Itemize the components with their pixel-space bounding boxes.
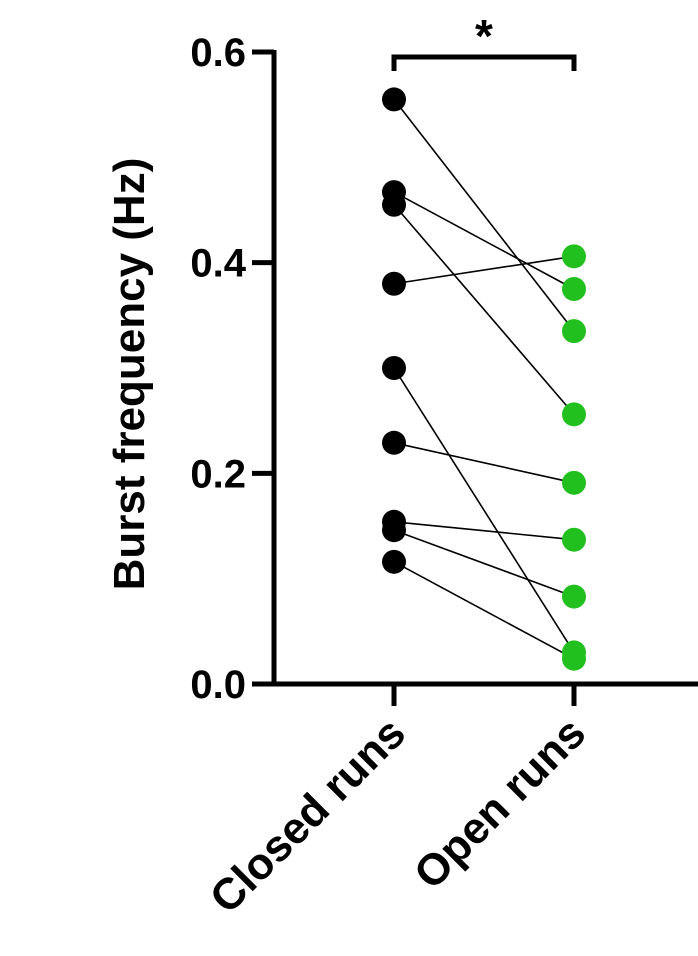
closed-run-point xyxy=(382,192,406,217)
pair-line xyxy=(393,367,575,653)
closed-run-point xyxy=(382,271,406,296)
open-run-point xyxy=(562,277,586,301)
pair-lines xyxy=(393,98,575,660)
significance-bracket xyxy=(391,54,577,71)
y-tick-label: 0.4 xyxy=(190,242,246,286)
category-label: Closed runs xyxy=(201,708,415,922)
significance-label: * xyxy=(475,10,493,62)
pair-line xyxy=(393,561,575,660)
y-tick-label: 0.0 xyxy=(190,663,246,707)
pair-line xyxy=(393,255,575,285)
pair-line xyxy=(393,442,575,484)
data-points xyxy=(382,87,586,671)
pair-line xyxy=(393,191,575,290)
closed-run-point xyxy=(382,356,406,380)
open-run-point xyxy=(562,470,586,495)
open-run-point xyxy=(562,319,586,344)
y-axis-label: Burst frequency (Hz) xyxy=(105,158,154,591)
closed-run-point xyxy=(382,430,406,455)
axes xyxy=(252,49,698,706)
pair-line xyxy=(393,98,575,332)
pair-line xyxy=(393,204,575,415)
y-tick-label: 0.2 xyxy=(190,452,246,496)
closed-run-point xyxy=(382,549,406,574)
open-run-point xyxy=(562,584,586,609)
pair-line xyxy=(393,529,575,598)
open-run-point xyxy=(562,527,586,552)
open-run-point xyxy=(562,244,586,269)
closed-run-point xyxy=(382,518,406,543)
pair-line xyxy=(393,520,575,541)
open-run-point xyxy=(562,646,586,671)
closed-run-point xyxy=(382,87,406,112)
category-label: Open runs xyxy=(405,708,595,898)
open-run-point xyxy=(562,402,586,427)
y-tick-label: 0.6 xyxy=(190,31,246,75)
